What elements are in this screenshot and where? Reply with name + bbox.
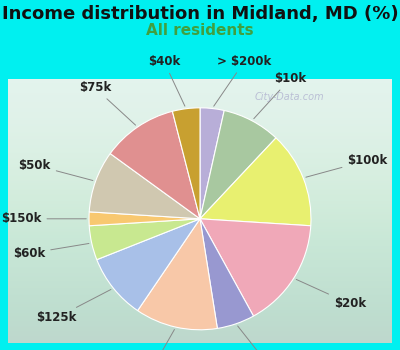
Wedge shape [138,219,217,330]
Text: $40k: $40k [148,55,185,106]
Wedge shape [89,154,200,219]
Wedge shape [200,111,276,219]
Text: City-Data.com: City-Data.com [254,92,324,102]
Text: $75k: $75k [79,81,136,125]
Text: $60k: $60k [13,244,89,260]
Text: $150k: $150k [1,212,86,225]
Wedge shape [200,219,254,328]
Wedge shape [89,212,200,226]
Wedge shape [200,138,311,226]
Text: $200k: $200k [238,326,292,350]
Text: $20k: $20k [296,279,366,310]
Text: $10k: $10k [254,72,306,119]
Wedge shape [97,219,200,310]
Wedge shape [172,108,200,219]
Text: $125k: $125k [36,289,111,324]
Text: $50k: $50k [18,159,93,181]
Wedge shape [200,108,224,219]
Wedge shape [89,219,200,260]
Wedge shape [200,219,311,316]
Text: > $200k: > $200k [214,55,272,106]
Text: $100k: $100k [306,154,388,177]
Wedge shape [110,111,200,219]
Text: Income distribution in Midland, MD (%): Income distribution in Midland, MD (%) [2,5,398,23]
Text: $30k: $30k [133,330,174,350]
Text: All residents: All residents [146,23,254,38]
